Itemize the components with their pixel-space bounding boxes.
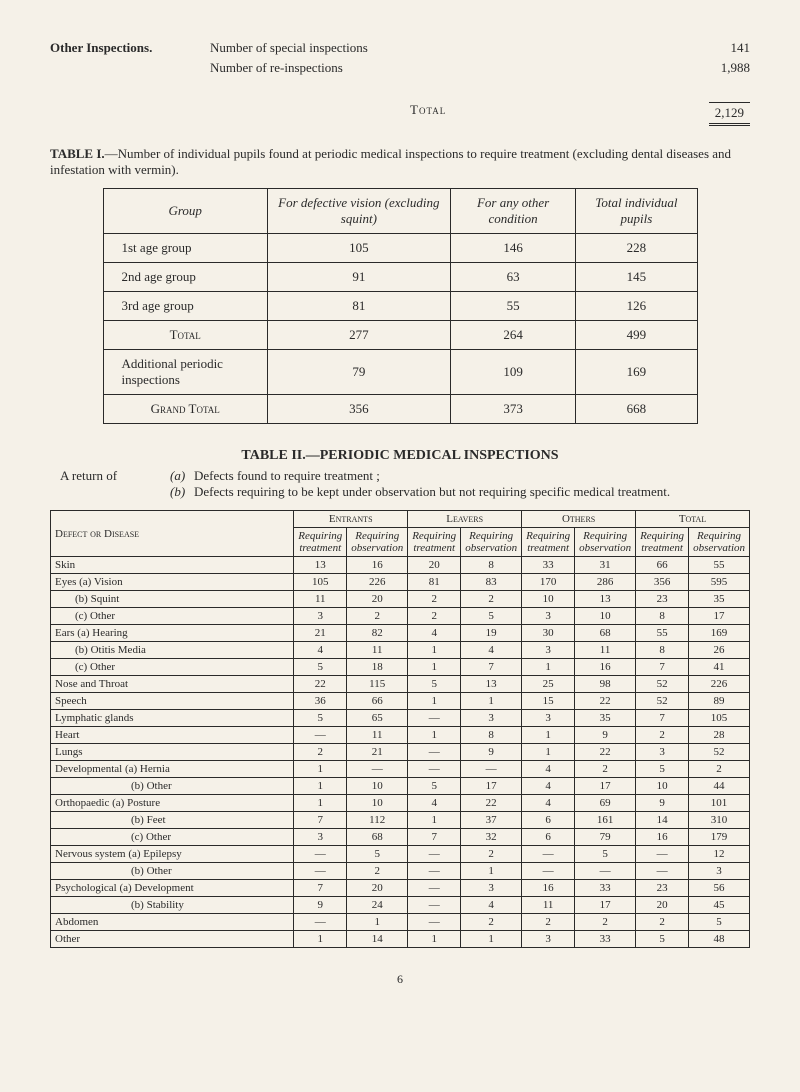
reinsp-value: 1,988: [721, 60, 750, 76]
t1-h-vision: For defective vision (excluding squint): [267, 189, 450, 234]
table-row: (b) Otitis Media: [51, 642, 294, 659]
t2-sub-treat: Requiring treatment: [408, 528, 461, 557]
table-row: Skin: [51, 557, 294, 574]
table-row: (c) Other: [51, 829, 294, 846]
table-row: Abdomen: [51, 914, 294, 931]
table-row: Psychological (a) Development: [51, 880, 294, 897]
special-value: 141: [731, 40, 751, 56]
table-row: (b) Stability: [51, 897, 294, 914]
t2-h-others: Others: [522, 511, 636, 528]
t2-sub-obs: Requiring observation: [575, 528, 636, 557]
t1-grand: Grand Total: [103, 395, 267, 424]
t1-additional: Additional periodic inspections: [103, 350, 267, 395]
return-of: A return of (a) Defects found to require…: [60, 468, 750, 500]
t2-h-total: Total: [636, 511, 750, 528]
t1-subtotal: Total: [103, 321, 267, 350]
t1-h-group: Group: [103, 189, 267, 234]
table-row: Nervous system (a) Epilepsy: [51, 846, 294, 863]
reinsp-label: Number of re-inspections: [210, 60, 343, 76]
page-number: 6: [50, 972, 750, 987]
table-row: (c) Other: [51, 659, 294, 676]
return-a-letter: (a): [170, 468, 194, 484]
table-row: Developmental (a) Hernia: [51, 761, 294, 778]
table-row: Heart: [51, 727, 294, 744]
table-row: (b) Other: [51, 863, 294, 880]
t2-sub-obs: Requiring observation: [689, 528, 750, 557]
total-label: Total: [410, 102, 446, 126]
table2-heading: TABLE II.—PERIODIC MEDICAL INSPECTIONS: [50, 448, 750, 464]
t2-h-leavers: Leavers: [408, 511, 522, 528]
t2-sub-treat: Requiring treatment: [294, 528, 347, 557]
return-b-letter: (b): [170, 484, 194, 500]
table-row: (b) Feet: [51, 812, 294, 829]
table-row: Ears (a) Hearing: [51, 625, 294, 642]
table-row: Orthopaedic (a) Posture: [51, 795, 294, 812]
table-row: Lungs: [51, 744, 294, 761]
t2-h-entrants: Entrants: [294, 511, 408, 528]
table2: Defect or Disease Entrants Leavers Other…: [50, 510, 750, 948]
t2-sub-treat: Requiring treatment: [636, 528, 689, 557]
table-row: Speech: [51, 693, 294, 710]
table-row: 3rd age group: [103, 292, 267, 321]
t2-sub-obs: Requiring observation: [347, 528, 408, 557]
return-lead: A return of: [60, 468, 170, 484]
table-row: Other: [51, 931, 294, 948]
t2-sub-obs: Requiring observation: [461, 528, 522, 557]
table1: Group For defective vision (excluding sq…: [103, 188, 698, 424]
table-row: (c) Other: [51, 608, 294, 625]
section-heading: Other Inspections.: [50, 40, 210, 80]
table-row: Nose and Throat: [51, 676, 294, 693]
return-b-text: Defects requiring to be kept under obser…: [194, 484, 750, 500]
t2-sub-treat: Requiring treatment: [522, 528, 575, 557]
table-row: (b) Other: [51, 778, 294, 795]
table-row: (b) Squint: [51, 591, 294, 608]
table-row: 1st age group: [103, 234, 267, 263]
table-row: 2nd age group: [103, 263, 267, 292]
total-value: 2,129: [709, 102, 750, 126]
return-a-text: Defects found to require treatment ;: [194, 468, 750, 484]
table-row: Lymphatic glands: [51, 710, 294, 727]
table1-title: TABLE I.—Number of individual pupils fou…: [50, 146, 750, 178]
special-label: Number of special inspections: [210, 40, 368, 56]
t2-h-disease: Defect or Disease: [51, 511, 294, 557]
table-row: Eyes (a) Vision: [51, 574, 294, 591]
t1-h-other: For any other condition: [450, 189, 576, 234]
t1-h-total: Total individual pupils: [576, 189, 697, 234]
